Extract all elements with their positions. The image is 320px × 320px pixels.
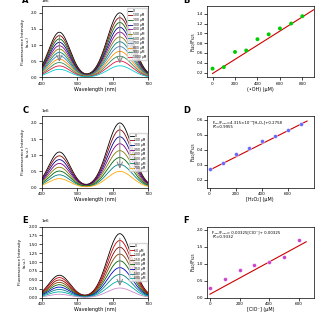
Point bbox=[296, 237, 301, 243]
Point bbox=[272, 133, 277, 139]
Point bbox=[244, 48, 249, 53]
Text: F₄₄₀/F₆₂₅=4.315×10⁻⁴[H₂O₂]+0.2758
R²=0.9955: F₄₄₀/F₆₂₅=4.315×10⁻⁴[H₂O₂]+0.2758 R²=0.9… bbox=[212, 120, 282, 129]
Point bbox=[210, 66, 215, 71]
Point bbox=[207, 286, 212, 291]
Y-axis label: F₄₄₀/F₆₂₅: F₄₄₀/F₆₂₅ bbox=[190, 253, 195, 271]
Point bbox=[237, 267, 242, 272]
X-axis label: Wavelength (nm): Wavelength (nm) bbox=[74, 87, 116, 92]
Point bbox=[252, 263, 257, 268]
X-axis label: [ClO⁻] (μM): [ClO⁻] (μM) bbox=[246, 307, 274, 312]
Text: F₄₄₀/F₆₂₅= 0.00325[ClO⁻]+ 0.00325
R²=0.9332: F₄₄₀/F₆₂₅= 0.00325[ClO⁻]+ 0.00325 R²=0.9… bbox=[212, 230, 281, 239]
Text: A: A bbox=[22, 0, 29, 5]
Point bbox=[289, 21, 294, 26]
Point bbox=[300, 14, 305, 19]
X-axis label: Wavelength (nm): Wavelength (nm) bbox=[74, 197, 116, 202]
Point bbox=[233, 152, 238, 157]
Legend: 0, 100 μM, 200 μM, 300 μM, 400 μM, 500 μM, 600 μM, 700 μM, 800 μM, 900 μM, 1000 : 0, 100 μM, 200 μM, 300 μM, 400 μM, 500 μ… bbox=[127, 8, 147, 60]
Point bbox=[277, 26, 283, 31]
Y-axis label: F₄₄₀/F₆₂₅: F₄₄₀/F₆₂₅ bbox=[190, 143, 195, 161]
Point bbox=[281, 254, 286, 260]
Point bbox=[220, 161, 225, 166]
X-axis label: [H₂O₂] (μM): [H₂O₂] (μM) bbox=[246, 197, 274, 202]
Point bbox=[267, 260, 272, 265]
Legend: 0, 100 μM, 200 μM, 300 μM, 400 μM, 500 μM, 600 μM, 700 μM: 0, 100 μM, 200 μM, 300 μM, 400 μM, 500 μ… bbox=[129, 133, 147, 171]
Point bbox=[266, 32, 271, 37]
Text: F: F bbox=[183, 216, 189, 225]
Y-axis label: Fluorescence Intensity
(a.u.): Fluorescence Intensity (a.u.) bbox=[21, 129, 29, 175]
Text: D: D bbox=[183, 106, 190, 115]
Point bbox=[222, 276, 227, 282]
X-axis label: Wavelength (nm): Wavelength (nm) bbox=[74, 307, 116, 312]
X-axis label: (•OH) (μM): (•OH) (μM) bbox=[247, 87, 274, 92]
Point bbox=[221, 65, 226, 70]
Point bbox=[246, 146, 251, 151]
Point bbox=[285, 128, 290, 133]
Point bbox=[259, 138, 264, 143]
Y-axis label: Fluorescence Intensity
(a.u.): Fluorescence Intensity (a.u.) bbox=[21, 19, 29, 65]
Point bbox=[232, 49, 237, 54]
Point bbox=[298, 122, 303, 127]
Point bbox=[207, 167, 212, 172]
Y-axis label: Fluorescence Intensity
(a.u.): Fluorescence Intensity (a.u.) bbox=[18, 239, 27, 285]
Text: C: C bbox=[22, 106, 28, 115]
Y-axis label: F₄₄₀/F₆₂₅: F₄₄₀/F₆₂₅ bbox=[190, 33, 195, 51]
Text: E: E bbox=[22, 216, 28, 225]
Point bbox=[255, 37, 260, 42]
Text: B: B bbox=[183, 0, 190, 5]
Legend: 0, 50 μM, 100 μM, 150 μM, 200 μM, 250 μM, 500 μM, 600 μM: 0, 50 μM, 100 μM, 150 μM, 200 μM, 250 μM… bbox=[129, 243, 147, 281]
